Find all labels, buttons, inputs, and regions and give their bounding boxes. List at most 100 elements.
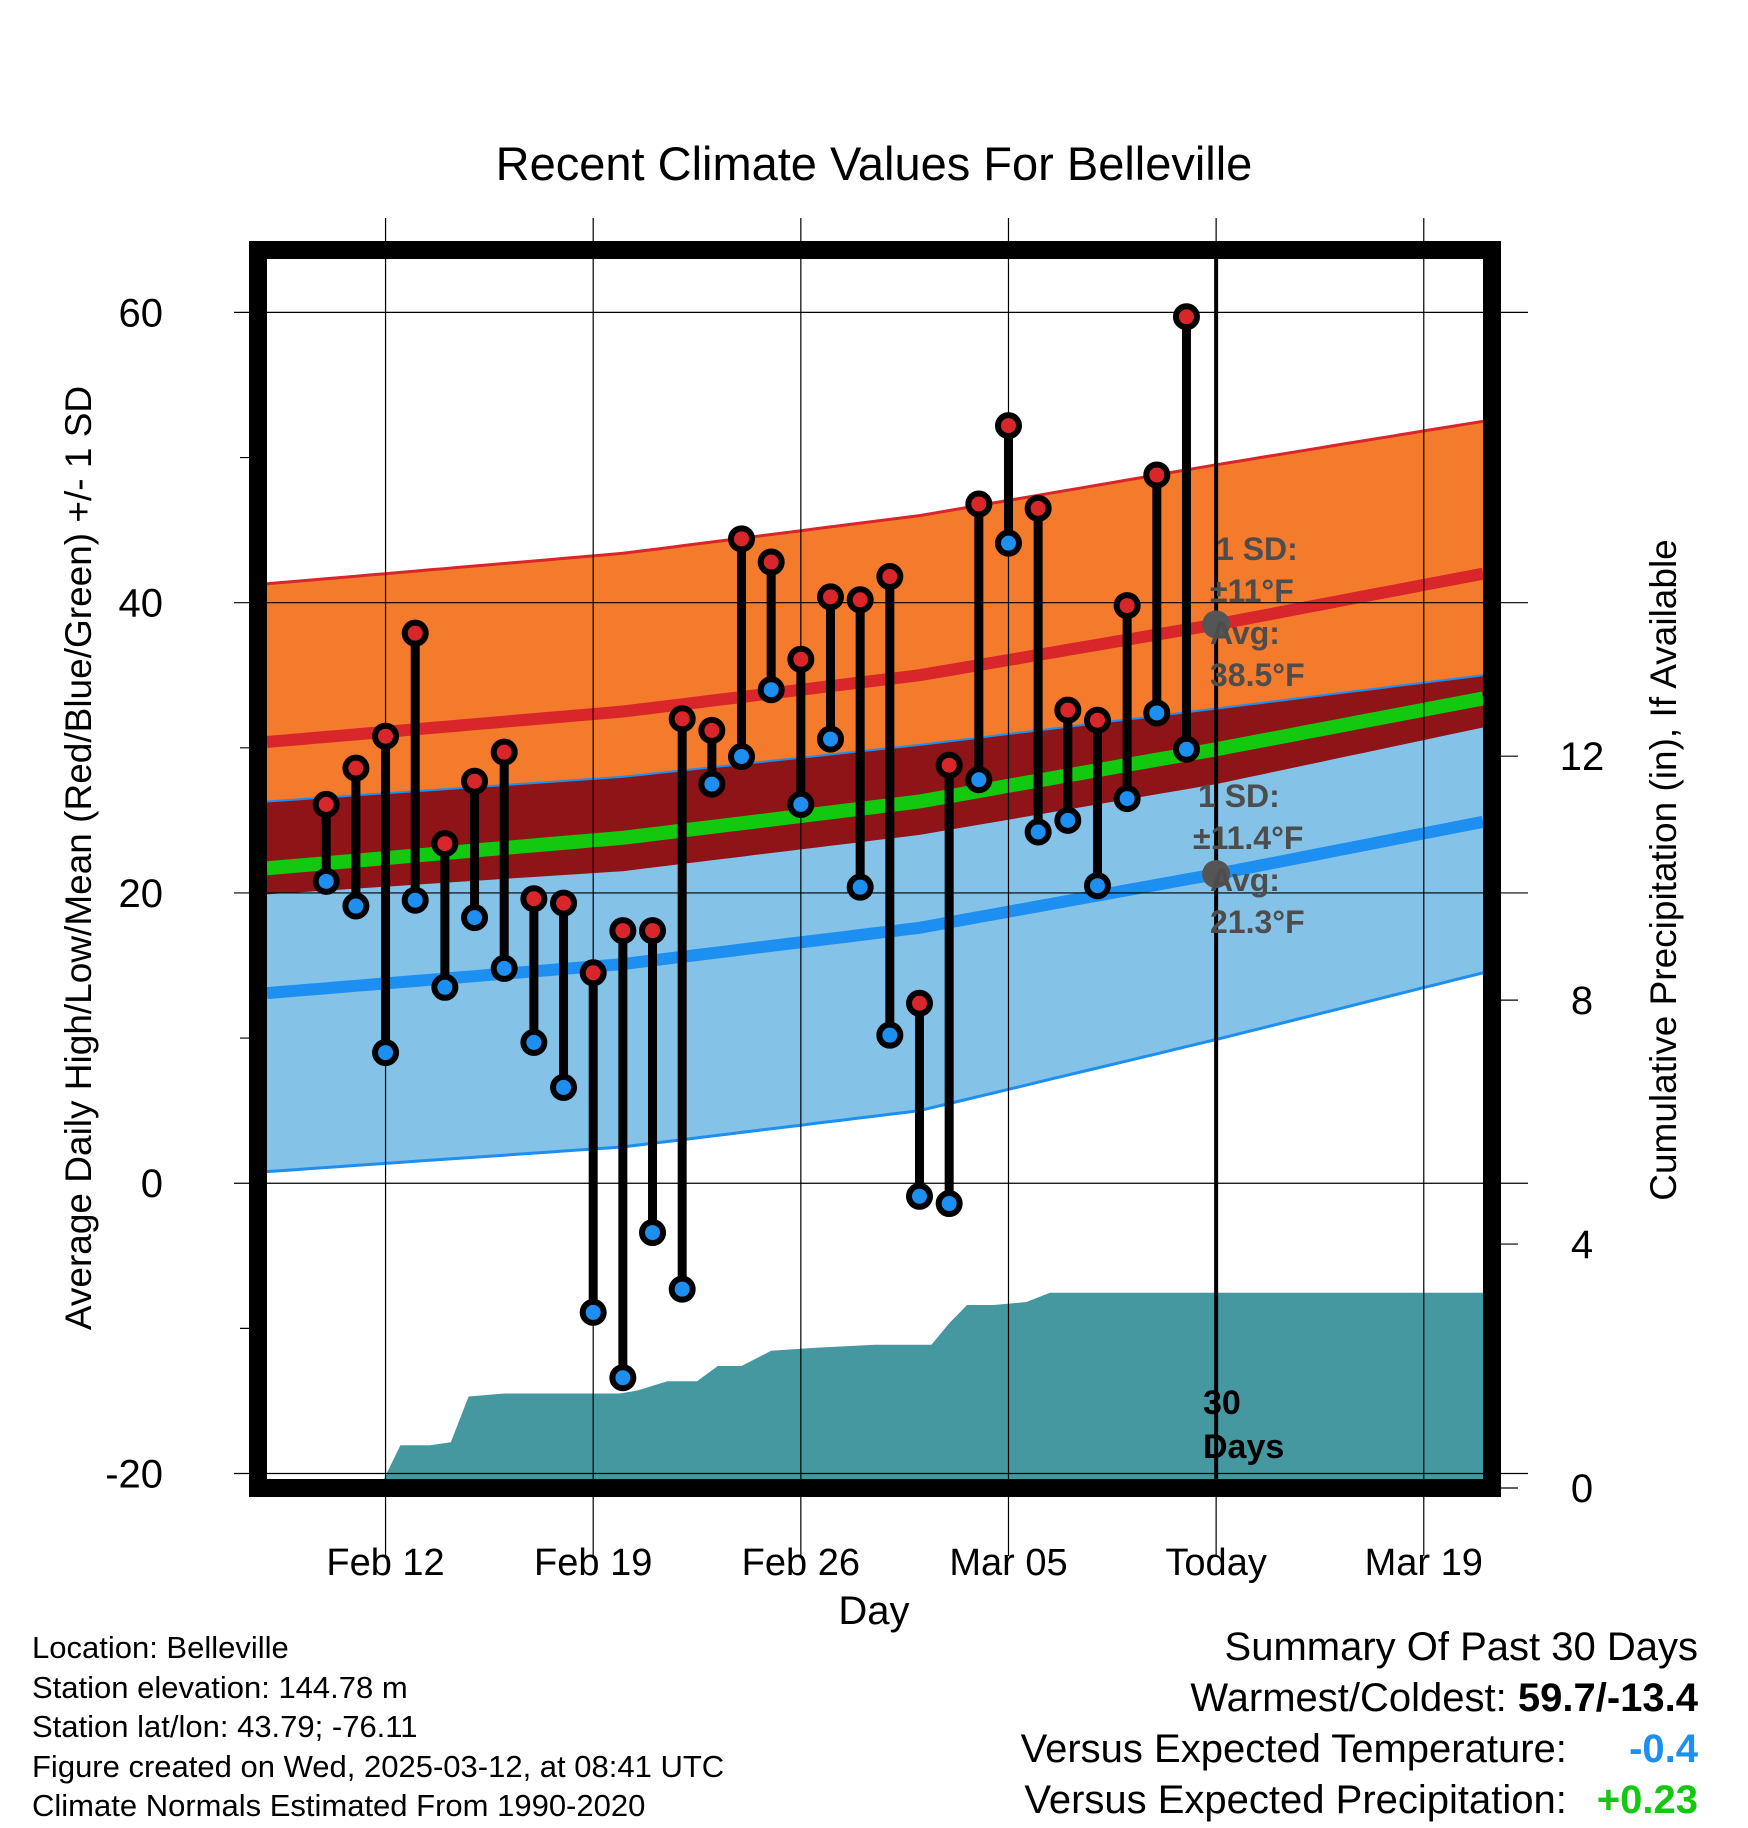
summary-panel: Summary Of Past 30 Days Warmest/Coldest:… xyxy=(1021,1622,1698,1826)
low-temp-point xyxy=(312,867,340,895)
low-temp-point xyxy=(994,529,1022,557)
high-sd-band xyxy=(266,421,1484,802)
info-created: Figure created on Wed, 2025-03-12, at 08… xyxy=(32,1748,725,1784)
high-avg-label: Avg: xyxy=(1210,615,1280,651)
low-temp-point xyxy=(905,1182,933,1210)
high-temp-point xyxy=(935,751,963,779)
high-temp-point xyxy=(312,790,340,818)
low-temp-point xyxy=(876,1021,904,1049)
chart-title: Recent Climate Values For Belleville xyxy=(496,137,1253,190)
low-temp-point xyxy=(668,1275,696,1303)
high-avg-value: 38.5°F xyxy=(1210,657,1305,693)
left-tick-label: 0 xyxy=(141,1162,163,1206)
low-temp-point xyxy=(817,725,845,753)
low-temp-point xyxy=(728,743,756,771)
x-tick-label: Feb 19 xyxy=(534,1542,652,1584)
high-temp-point xyxy=(490,738,518,766)
summary-warm-cold-row: Warmest/Coldest: 59.7/-13.4 xyxy=(1021,1673,1698,1724)
summary-precip-value: +0.23 xyxy=(1596,1778,1698,1822)
summary-temp-row: Versus Expected Temperature: -0.4 xyxy=(1021,1724,1698,1775)
low-temp-point xyxy=(1054,806,1082,834)
low-avg-value: 21.3°F xyxy=(1210,904,1305,940)
x-tick-label: Today xyxy=(1165,1542,1266,1584)
low-lower-line xyxy=(266,971,1484,1174)
info-location: Location: Belleville xyxy=(32,1630,289,1665)
high-temp-point xyxy=(698,716,726,744)
right-tick-label: 12 xyxy=(1560,735,1605,779)
low-sd-value: ±11.4°F xyxy=(1193,820,1303,856)
high-temp-point xyxy=(846,586,874,614)
station-info: Location: Belleville Station elevation: … xyxy=(32,1628,724,1826)
high-temp-point xyxy=(965,490,993,518)
high-temp-point xyxy=(550,889,578,917)
low-sd-label: 1 SD: xyxy=(1198,778,1280,814)
high-temp-point xyxy=(668,705,696,733)
low-temp-point xyxy=(342,892,370,920)
low-temp-point xyxy=(1172,735,1200,763)
high-temp-point xyxy=(609,917,637,945)
high-temp-point xyxy=(728,525,756,553)
info-elevation: Station elevation: 144.78 m xyxy=(32,1669,408,1705)
high-temp-point xyxy=(401,619,429,647)
summary-warm-cold-value: 59.7/-13.4 xyxy=(1517,1676,1698,1720)
y-axis-label-right: Cumulative Precipitation (in), If Availa… xyxy=(1643,539,1684,1201)
high-avg-marker xyxy=(1202,610,1231,639)
high-temp-point xyxy=(994,412,1022,440)
summary-temp-value: -0.4 xyxy=(1629,1727,1698,1771)
high-temp-point xyxy=(787,645,815,673)
high-temp-point xyxy=(1172,303,1200,331)
low-temp-point xyxy=(490,954,518,982)
low-temp-point xyxy=(639,1219,667,1247)
high-temp-point xyxy=(817,583,845,611)
low-temp-point xyxy=(1143,699,1171,727)
low-temp-point xyxy=(461,904,489,932)
low-temp-point xyxy=(550,1073,578,1101)
high-temp-point xyxy=(1024,494,1052,522)
info-latlon: Station lat/lon: 43.79; -76.11 xyxy=(32,1709,418,1744)
left-tick-label: 40 xyxy=(119,582,164,626)
high-temp-point xyxy=(461,767,489,795)
high-temp-point xyxy=(520,885,548,913)
low-temp-point xyxy=(609,1364,637,1392)
high-temp-point xyxy=(1113,592,1141,620)
high-temp-point xyxy=(757,548,785,576)
low-temp-point xyxy=(935,1190,963,1218)
x-tick-label: Feb 26 xyxy=(742,1542,860,1584)
low-temp-point xyxy=(579,1298,607,1326)
low-avg-label: Avg: xyxy=(1210,862,1280,898)
high-temp-point xyxy=(1143,461,1171,489)
high-temp-point xyxy=(1054,696,1082,724)
low-temp-point xyxy=(1113,785,1141,813)
low-temp-point xyxy=(431,973,459,1001)
days-count-label: 30 xyxy=(1203,1384,1241,1422)
low-temp-point xyxy=(372,1039,400,1067)
high-temp-point xyxy=(372,722,400,750)
low-temp-point xyxy=(401,886,429,914)
high-temp-point xyxy=(876,563,904,591)
summary-warm-cold-label: Warmest/Coldest: xyxy=(1190,1676,1507,1720)
right-tick-label: 8 xyxy=(1571,979,1593,1023)
high-temp-point xyxy=(431,830,459,858)
summary-temp-label: Versus Expected Temperature: xyxy=(1020,1727,1567,1771)
right-tick-label: 0 xyxy=(1571,1467,1593,1511)
mean-avg-line xyxy=(266,691,1485,876)
summary-precip-row: Versus Expected Precipitation: +0.23 xyxy=(1021,1775,1698,1826)
high-temp-point xyxy=(639,917,667,945)
low-temp-point xyxy=(965,766,993,794)
high-temp-point xyxy=(905,989,933,1017)
x-tick-label: Mar 05 xyxy=(949,1542,1067,1584)
x-tick-label: Feb 12 xyxy=(326,1542,444,1584)
low-avg-marker xyxy=(1202,860,1231,889)
high-sd-label: 1 SD: xyxy=(1216,531,1298,567)
low-temp-point xyxy=(520,1028,548,1056)
plot-frame xyxy=(249,241,1501,1497)
summary-title: Summary Of Past 30 Days xyxy=(1224,1625,1698,1669)
y-axis-label-left: Average Daily High/Low/Mean (Red/Blue/Gr… xyxy=(58,386,99,1330)
low-temp-point xyxy=(1083,872,1111,900)
left-tick-label: -20 xyxy=(105,1452,163,1496)
summary-precip-label: Versus Expected Precipitation: xyxy=(1024,1778,1567,1822)
days-word-label: Days xyxy=(1203,1428,1284,1466)
high-upper-line xyxy=(266,419,1484,586)
